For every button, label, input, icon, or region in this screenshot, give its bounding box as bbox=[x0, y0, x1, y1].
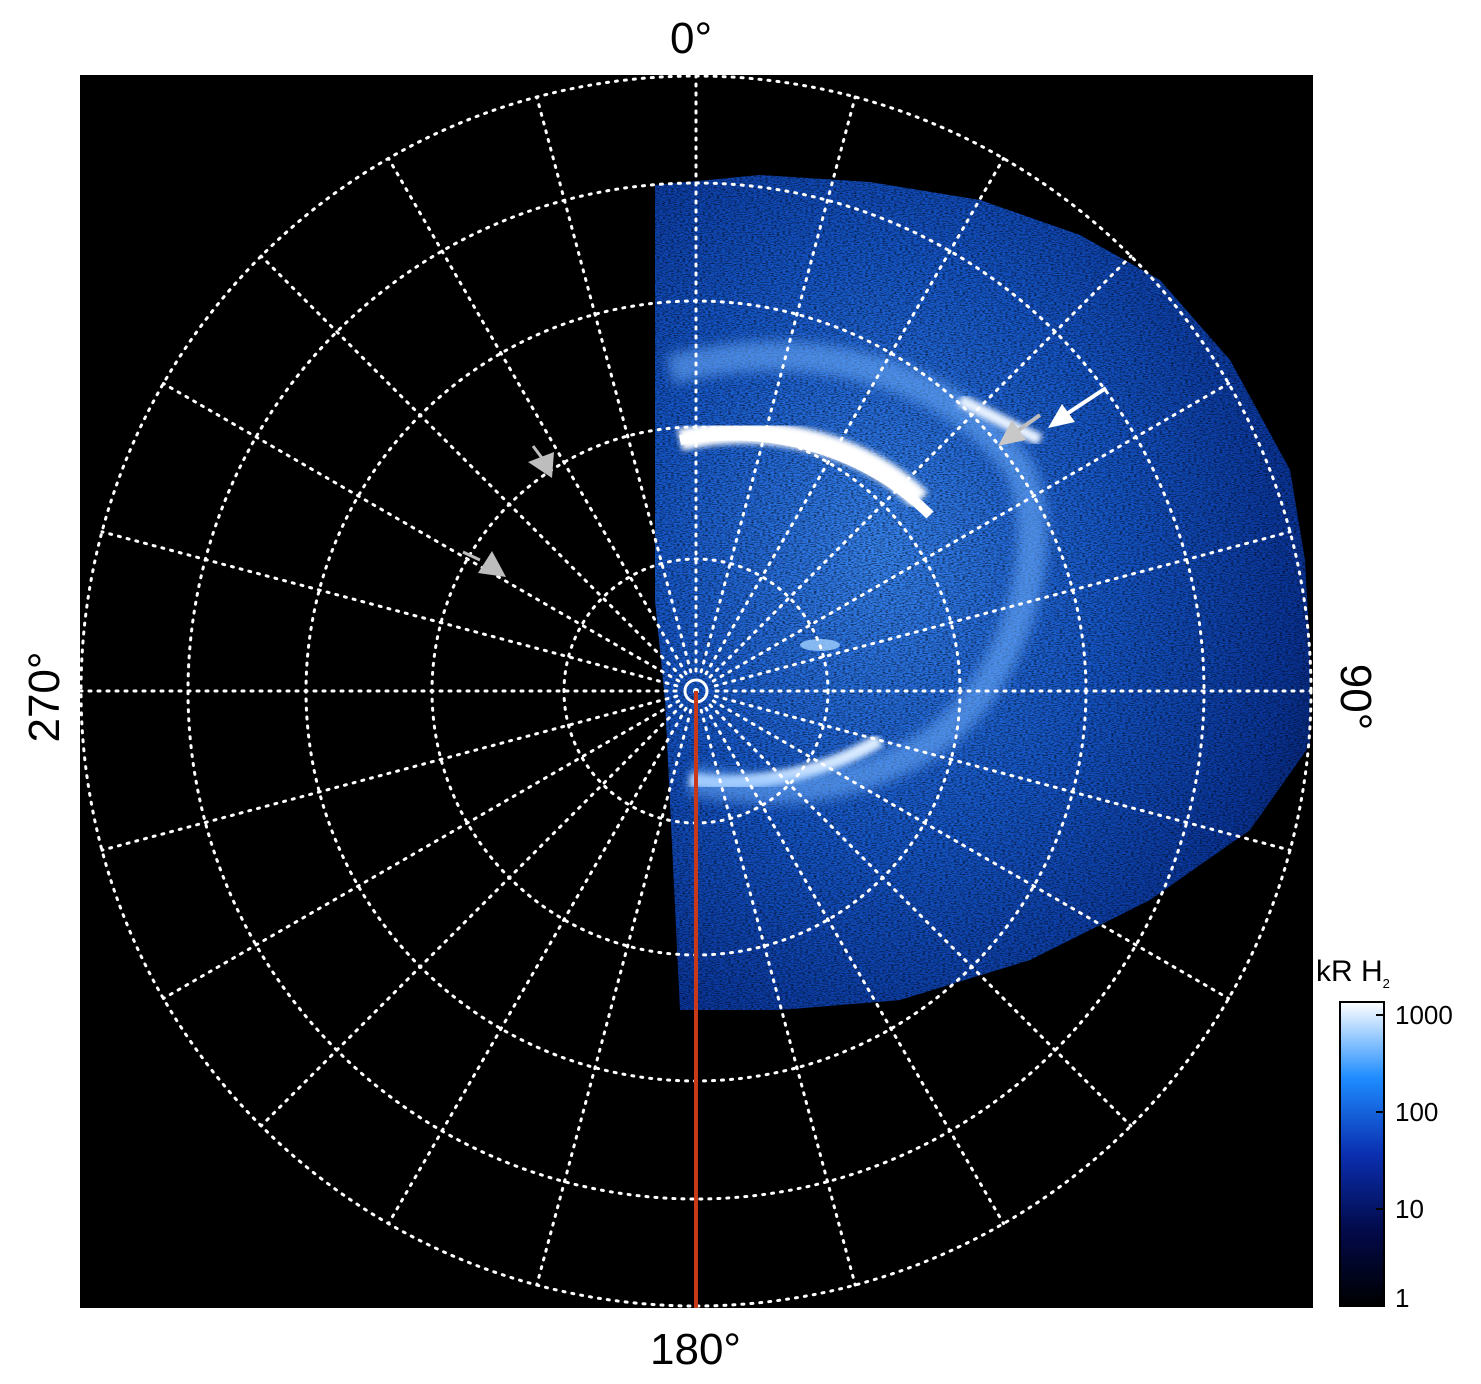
meridian-line bbox=[259, 703, 684, 1128]
longitude-label-right: 90° bbox=[1331, 663, 1380, 731]
meridian-line bbox=[100, 530, 679, 688]
colorbar-tick: 1 bbox=[1395, 1283, 1410, 1313]
meridian-line bbox=[708, 254, 1133, 679]
feature-arrow-white bbox=[1048, 386, 1108, 428]
longitude-label-bottom: 180° bbox=[650, 1325, 742, 1374]
meridian-line bbox=[387, 706, 688, 1226]
meridian-line bbox=[535, 95, 693, 674]
colorbar-tick: 100 bbox=[1395, 1097, 1439, 1127]
meridian-line bbox=[259, 254, 684, 679]
longitude-label-top: 0° bbox=[670, 14, 713, 63]
meridian-line bbox=[699, 708, 857, 1287]
colorbar-tick: 1000 bbox=[1395, 1000, 1453, 1030]
meridian-line bbox=[704, 706, 1005, 1226]
feature-arrow-grey bbox=[998, 413, 1042, 446]
feature-arrow-grey-upper bbox=[528, 445, 554, 478]
colorbar-tick: 10 bbox=[1395, 1194, 1424, 1224]
meridian-line bbox=[161, 699, 681, 1000]
meridian-line bbox=[713, 694, 1292, 852]
meridian-line bbox=[699, 95, 857, 674]
colorbar bbox=[1339, 1001, 1385, 1307]
meridian-line bbox=[708, 703, 1133, 1128]
meridian-line bbox=[711, 382, 1231, 683]
meridian-line bbox=[713, 530, 1292, 688]
longitude-label-left: 270° bbox=[20, 651, 69, 743]
colorbar-title: kR H2 bbox=[1316, 955, 1390, 991]
longitude-grid bbox=[79, 74, 1313, 1308]
feature-arrow-grey-lower bbox=[462, 550, 506, 577]
meridian-line bbox=[704, 156, 1005, 676]
meridian-line bbox=[100, 694, 679, 852]
meridian-line bbox=[711, 699, 1231, 1000]
meridian-line bbox=[387, 156, 688, 676]
meridian-line bbox=[535, 708, 693, 1287]
meridian-line bbox=[161, 382, 681, 683]
